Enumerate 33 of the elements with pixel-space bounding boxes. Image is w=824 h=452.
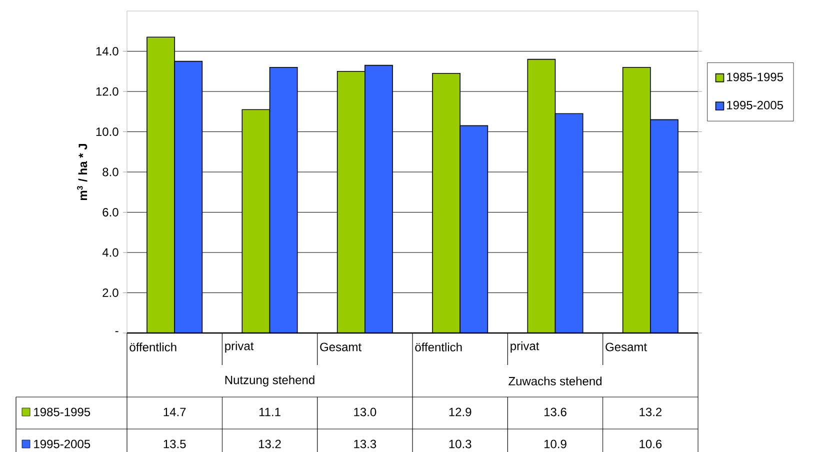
data-label: 13.3: [354, 440, 376, 448]
y-tick-label: 2.0: [102, 288, 118, 297]
x-tick-label: öffentlich: [415, 342, 462, 352]
data-label: 13.2: [640, 408, 662, 416]
data-label: 13.0: [354, 408, 376, 416]
legend-label: 1985-1995: [727, 72, 784, 82]
data-label: 13.6: [544, 408, 566, 416]
x-tick-label: privat: [225, 341, 254, 352]
y-tick-label: 4.0: [102, 248, 118, 257]
data-label: 10.3: [449, 440, 472, 448]
text: 1985-1995: [34, 408, 90, 416]
y-tick-label: 12.0: [96, 87, 118, 96]
x-tick-label: Gesamt: [606, 342, 647, 352]
text: Nutzung stehend: [225, 375, 314, 386]
data-label: 14.7: [164, 408, 186, 416]
y-tick-label: -: [115, 331, 118, 332]
data-label: 12.9: [449, 408, 472, 416]
y-tick-label: 14.0: [96, 46, 118, 56]
y-tick-label: 10.0: [96, 127, 118, 136]
x-tick-label: Gesamt: [320, 342, 362, 352]
y-tick-label: 8.0: [102, 168, 118, 176]
data-label: 10.9: [544, 440, 566, 448]
legend-label: 1995-2005: [727, 100, 784, 110]
text: Zuwachs stehend: [508, 376, 602, 386]
data-label: 13.2: [258, 440, 281, 448]
data-label: 11.1: [259, 408, 280, 416]
y-axis-title: m$^{3}$ / ha * J: [77, 144, 88, 200]
data-label: 10.6: [640, 440, 662, 448]
y-tick-label: 6.0: [102, 208, 118, 216]
x-tick-label: privat: [510, 341, 540, 352]
x-tick-label: öffentlich: [130, 342, 176, 352]
data-label: 13.5: [164, 440, 186, 448]
text: 1995-2005: [34, 440, 90, 448]
